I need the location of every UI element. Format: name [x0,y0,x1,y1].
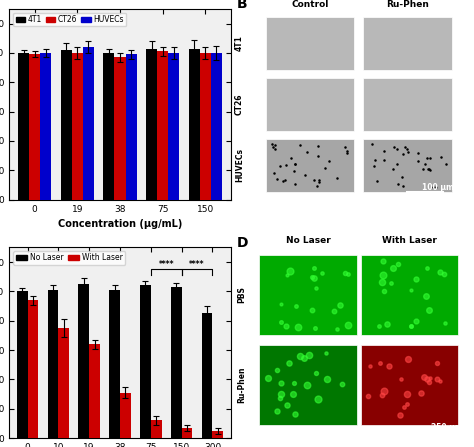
Text: B: B [237,0,248,12]
FancyBboxPatch shape [266,17,354,70]
Legend: 4T1, CT26, HUVECs: 4T1, CT26, HUVECs [13,13,127,26]
Bar [120,392,131,438]
Bar [168,53,179,200]
Bar [109,290,120,438]
Bar [17,291,27,438]
X-axis label: Concentration (μg/mL): Concentration (μg/mL) [58,219,182,229]
Text: D: D [237,236,249,250]
Bar [47,290,58,438]
FancyBboxPatch shape [266,78,354,131]
FancyBboxPatch shape [363,139,452,192]
Bar [211,53,222,200]
Bar [146,49,157,200]
Bar [61,50,72,200]
Text: With Laser: With Laser [382,236,437,245]
Bar [83,47,94,200]
Bar [103,53,115,200]
FancyBboxPatch shape [363,78,452,131]
Bar [200,53,211,200]
Text: 100 μm: 100 μm [422,183,454,192]
Text: ****: **** [158,260,174,269]
FancyBboxPatch shape [259,255,356,335]
Bar [58,328,69,438]
Bar [29,55,40,200]
FancyBboxPatch shape [361,345,458,425]
Bar [40,53,51,200]
FancyBboxPatch shape [361,255,458,335]
Bar [72,53,83,200]
Text: Control: Control [292,0,329,9]
Bar [115,57,126,200]
Bar [27,300,38,438]
Bar [189,49,200,200]
FancyBboxPatch shape [363,17,452,70]
Bar [157,51,168,200]
Text: No Laser: No Laser [285,236,330,245]
Bar [18,53,29,200]
FancyBboxPatch shape [259,345,356,425]
Bar [78,284,89,438]
Bar [212,431,223,438]
Text: 4T1: 4T1 [235,35,244,51]
Text: CT26: CT26 [235,93,244,115]
Text: PBS: PBS [237,287,246,304]
Bar [171,287,182,438]
Text: 250 μm: 250 μm [431,423,463,432]
Text: Ru-Phen: Ru-Phen [237,367,246,403]
Bar [140,286,151,438]
Bar [89,344,100,438]
FancyBboxPatch shape [266,139,354,192]
Text: HUVECs: HUVECs [235,148,244,182]
Bar [126,55,137,200]
Legend: No Laser, With Laser: No Laser, With Laser [13,251,125,265]
Bar [151,421,162,438]
Text: Ru-Phen: Ru-Phen [386,0,429,9]
Text: ****: **** [189,260,205,269]
Bar [201,313,212,438]
Bar [182,428,192,438]
